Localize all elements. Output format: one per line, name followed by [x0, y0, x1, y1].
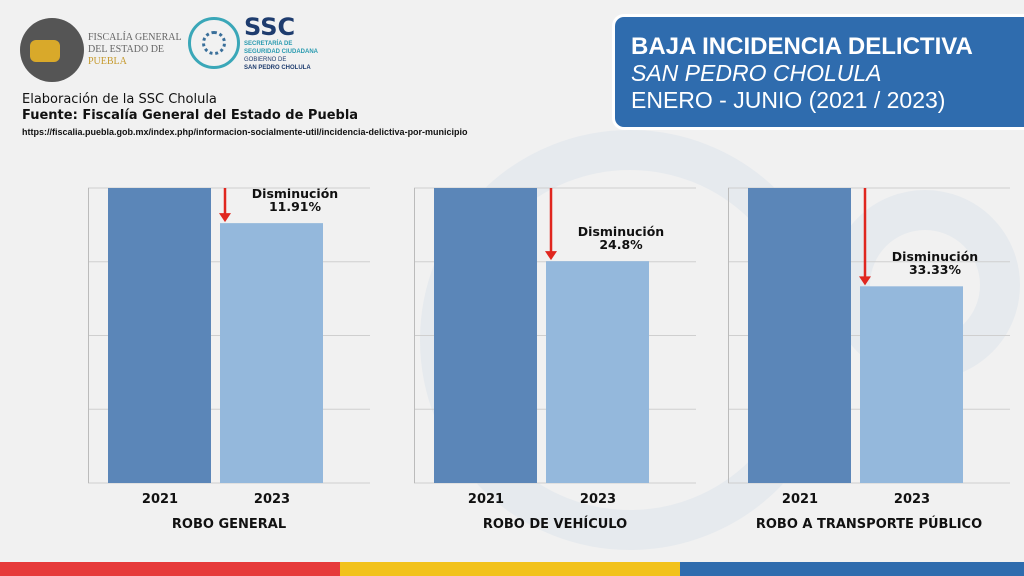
bar-2023 [546, 261, 649, 483]
x-tick-label: 2023 [893, 492, 931, 507]
credits-url: https://fiscalia.puebla.gob.mx/index.php… [22, 127, 468, 137]
credits-source: Fuente: Fiscalía General del Estado de P… [22, 108, 359, 123]
chart-plot [728, 187, 1010, 484]
x-tick-label: 2021 [141, 492, 179, 507]
ssc-emblem [188, 17, 240, 69]
bar-2023 [860, 286, 963, 483]
x-tick-label: 2023 [579, 492, 617, 507]
logo-text: SAN PEDRO CHOLULA [244, 65, 311, 71]
bar-2021 [108, 188, 211, 483]
bar-2023 [220, 223, 323, 483]
arrow-head-icon [219, 213, 231, 223]
logo-text: PUEBLA [88, 56, 127, 67]
chart-1: Disminución 11.91% 2021 2023 ROBO GENERAL [88, 150, 378, 550]
logo-text: DEL ESTADO DE [88, 44, 165, 55]
annotation-value: 11.91% [268, 199, 322, 215]
arrow-head-icon [545, 251, 557, 261]
decrease-annotation: Disminución 24.8% [560, 225, 682, 251]
stripe-blue [680, 562, 1024, 576]
x-tick-label: 2023 [253, 492, 291, 507]
chart-plot [414, 187, 696, 484]
chart-2: Disminución 24.8% 2021 2023 ROBO DE VEHÍCULO [414, 150, 704, 550]
title-line1: BAJA INCIDENCIA DELICTIVA [631, 33, 973, 60]
decrease-annotation: Disminución 33.33% [874, 250, 996, 276]
annotation-value: 33.33% [908, 262, 962, 278]
title-line2: SAN PEDRO CHOLULA [631, 60, 882, 86]
ssc-logo-text: SSC [244, 13, 296, 41]
logo-text: GOBIERNO DE [244, 57, 287, 63]
title-box: BAJA INCIDENCIA DELICTIVA SAN PEDRO CHOL… [612, 14, 1024, 130]
bar-2021 [434, 188, 537, 483]
credits: Elaboración de la SSC Cholula Fuente: Fi… [22, 92, 622, 138]
fiscalia-logo: FISCALÍA GENERAL DEL ESTADO DE PUEBLA [20, 18, 182, 82]
decrease-annotation: Disminución 11.91% [234, 187, 356, 213]
chart-title: ROBO A TRANSPORTE PÚBLICO [755, 517, 983, 532]
chart-plot [88, 187, 370, 484]
annotation-label: Disminución [891, 249, 979, 265]
bar-2021 [748, 188, 851, 483]
title-line3: ENERO - JUNIO (2021 / 2023) [631, 87, 946, 113]
logo-text: SECRETARÍA DE [244, 41, 293, 47]
annotation-label: Disminución [577, 224, 665, 240]
logo-text: SEGURIDAD CIUDADANA [244, 49, 319, 55]
x-tick-label: 2021 [467, 492, 505, 507]
ssc-logo: SSC SECRETARÍA DE SEGURIDAD CIUDADANA GOBI… [188, 14, 318, 72]
fiscalia-emblem [20, 18, 84, 82]
arrow-head-icon [859, 276, 871, 286]
chart-title: ROBO GENERAL [171, 517, 287, 532]
stripe-yellow [340, 562, 680, 576]
x-tick-label: 2021 [781, 492, 819, 507]
logo-text: FISCALÍA GENERAL [88, 32, 182, 43]
chart-title: ROBO DE VEHÍCULO [482, 517, 628, 532]
annotation-value: 24.8% [599, 237, 643, 253]
credits-author: Elaboración de la SSC Cholula [22, 92, 217, 107]
annotation-label: Disminución [251, 186, 339, 202]
stripe-red [0, 562, 340, 576]
chart-3: Disminución 33.33% 2021 2023 ROBO A TRANSPOR… [728, 150, 1018, 550]
